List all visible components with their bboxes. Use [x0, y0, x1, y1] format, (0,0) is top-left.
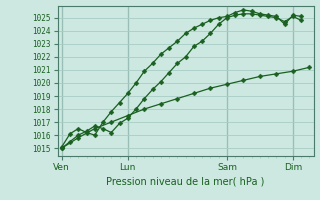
X-axis label: Pression niveau de la mer( hPa ): Pression niveau de la mer( hPa ) [107, 176, 265, 186]
